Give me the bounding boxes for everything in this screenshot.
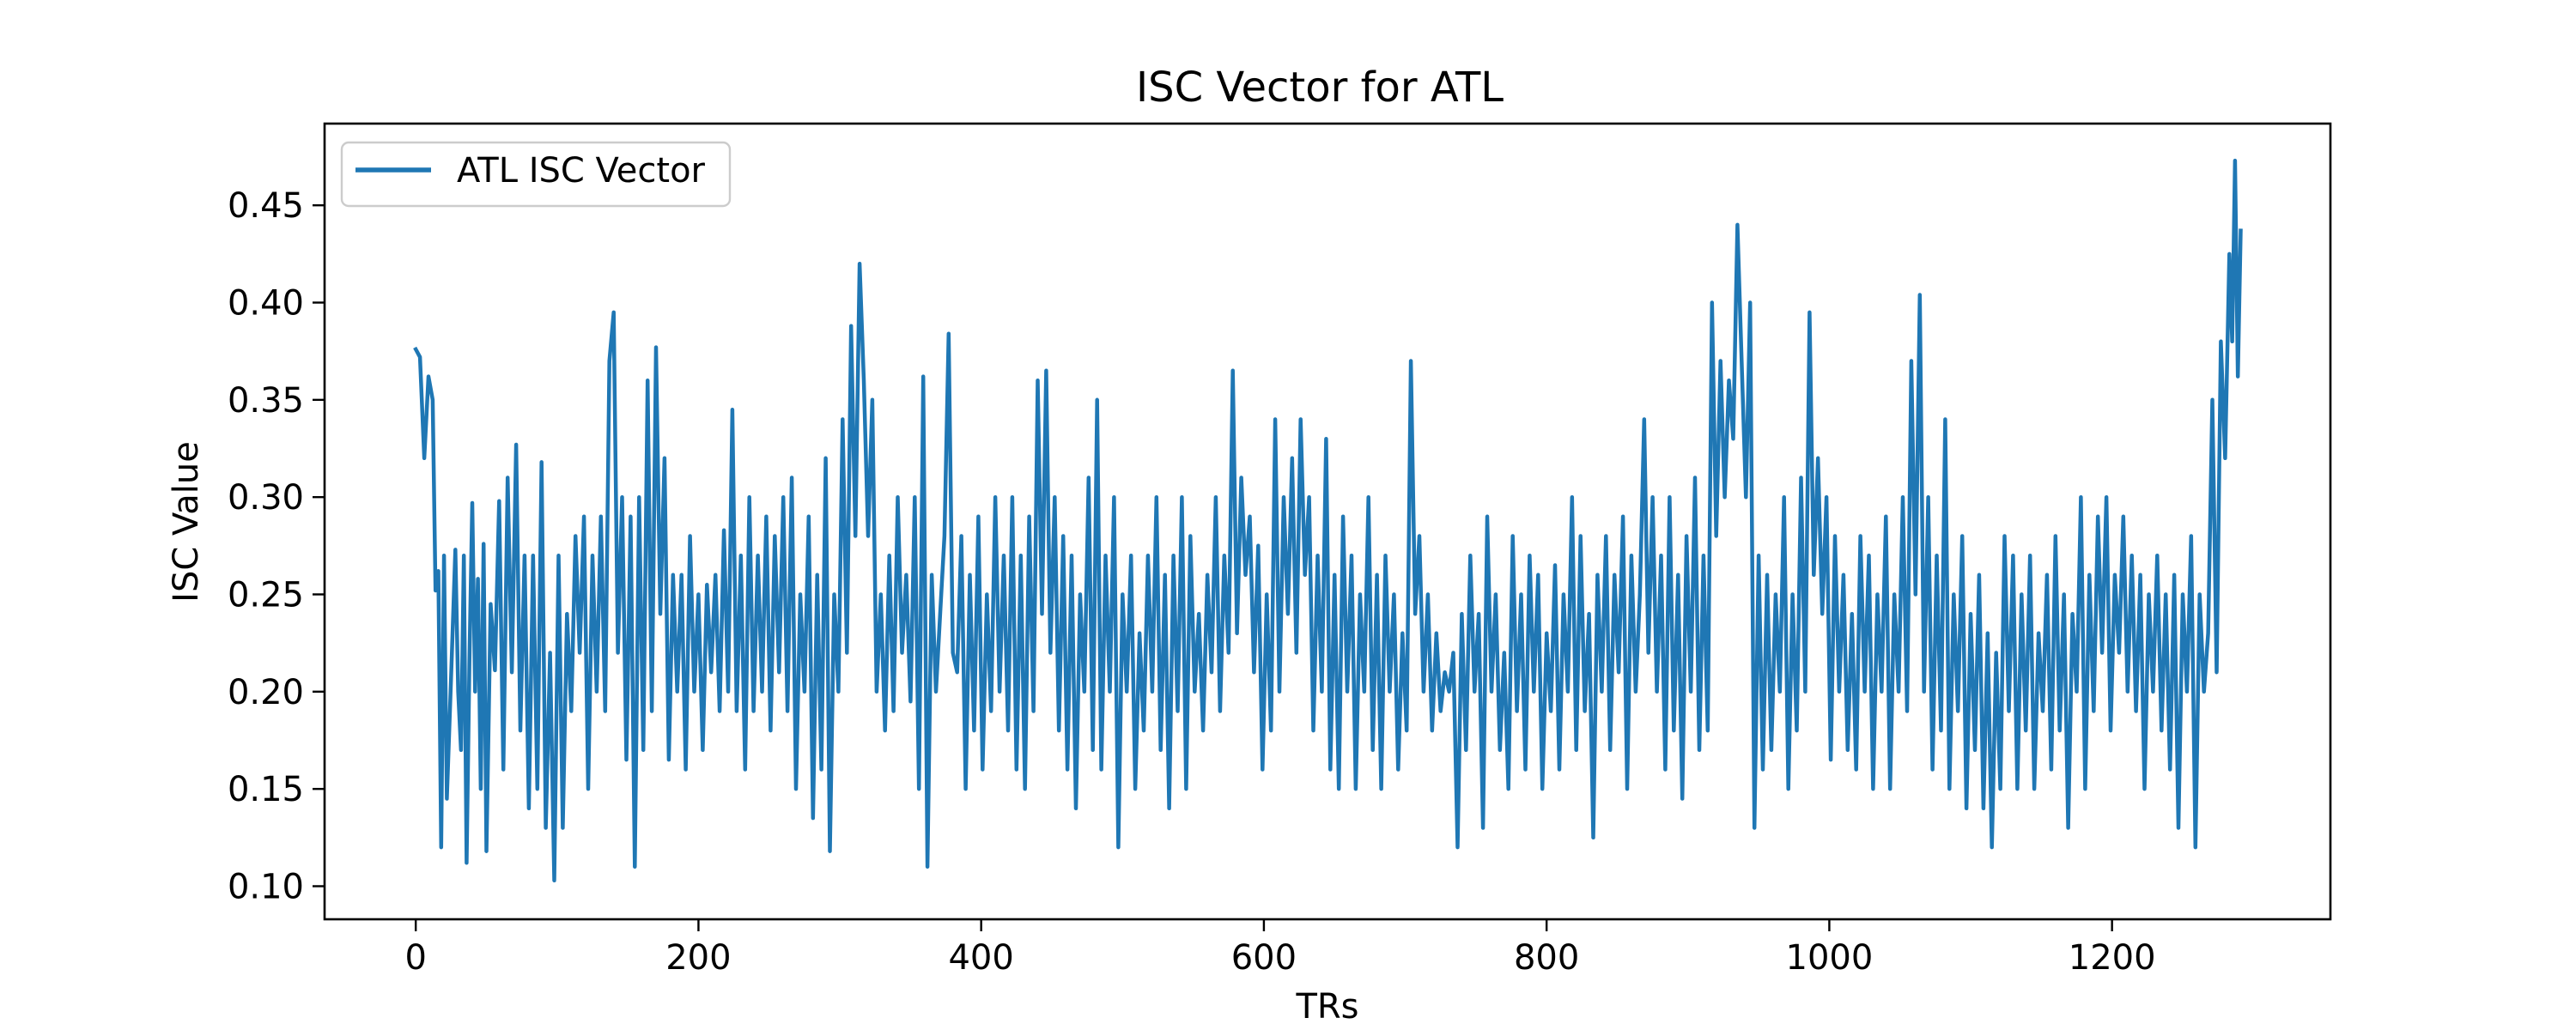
- chart-title: ISC Vector for ATL: [1136, 64, 1504, 112]
- plot-area-frame: [323, 122, 2332, 921]
- legend-label-atl-isc-vector: ATL ISC Vector: [457, 151, 706, 191]
- x-tick-label: 800: [1514, 938, 1579, 978]
- x-axis-label: TRs: [1295, 987, 1358, 1027]
- x-tick-label: 1000: [1786, 938, 1874, 978]
- y-axis-ticks: 0.10 0.15 0.20 0.25 0.30 0.35 0.40 0.45: [228, 186, 325, 906]
- y-tick-label: 0.30: [228, 478, 304, 518]
- y-tick-label: 0.35: [228, 381, 304, 421]
- x-tick-label: 200: [665, 938, 731, 978]
- x-axis-ticks: 0 200 400 600 800 1000 1200: [404, 919, 2156, 978]
- y-tick-label: 0.10: [228, 867, 304, 906]
- x-tick-label: 600: [1231, 938, 1297, 978]
- legend: ATL ISC Vector: [340, 141, 732, 208]
- y-tick-label: 0.40: [228, 284, 304, 324]
- series-line-atl-isc-vector: [413, 158, 2243, 882]
- x-tick-label: 1200: [2069, 938, 2156, 978]
- y-tick-label: 0.15: [228, 770, 304, 809]
- y-tick-label: 0.25: [228, 575, 304, 615]
- series-layer: [413, 158, 2243, 882]
- legend-box: [340, 141, 732, 208]
- y-tick-label: 0.20: [228, 673, 304, 712]
- x-tick-label: 0: [404, 938, 426, 978]
- x-tick-label: 400: [948, 938, 1013, 978]
- y-axis-label: ISC Value: [167, 441, 206, 603]
- y-tick-label: 0.45: [228, 186, 304, 226]
